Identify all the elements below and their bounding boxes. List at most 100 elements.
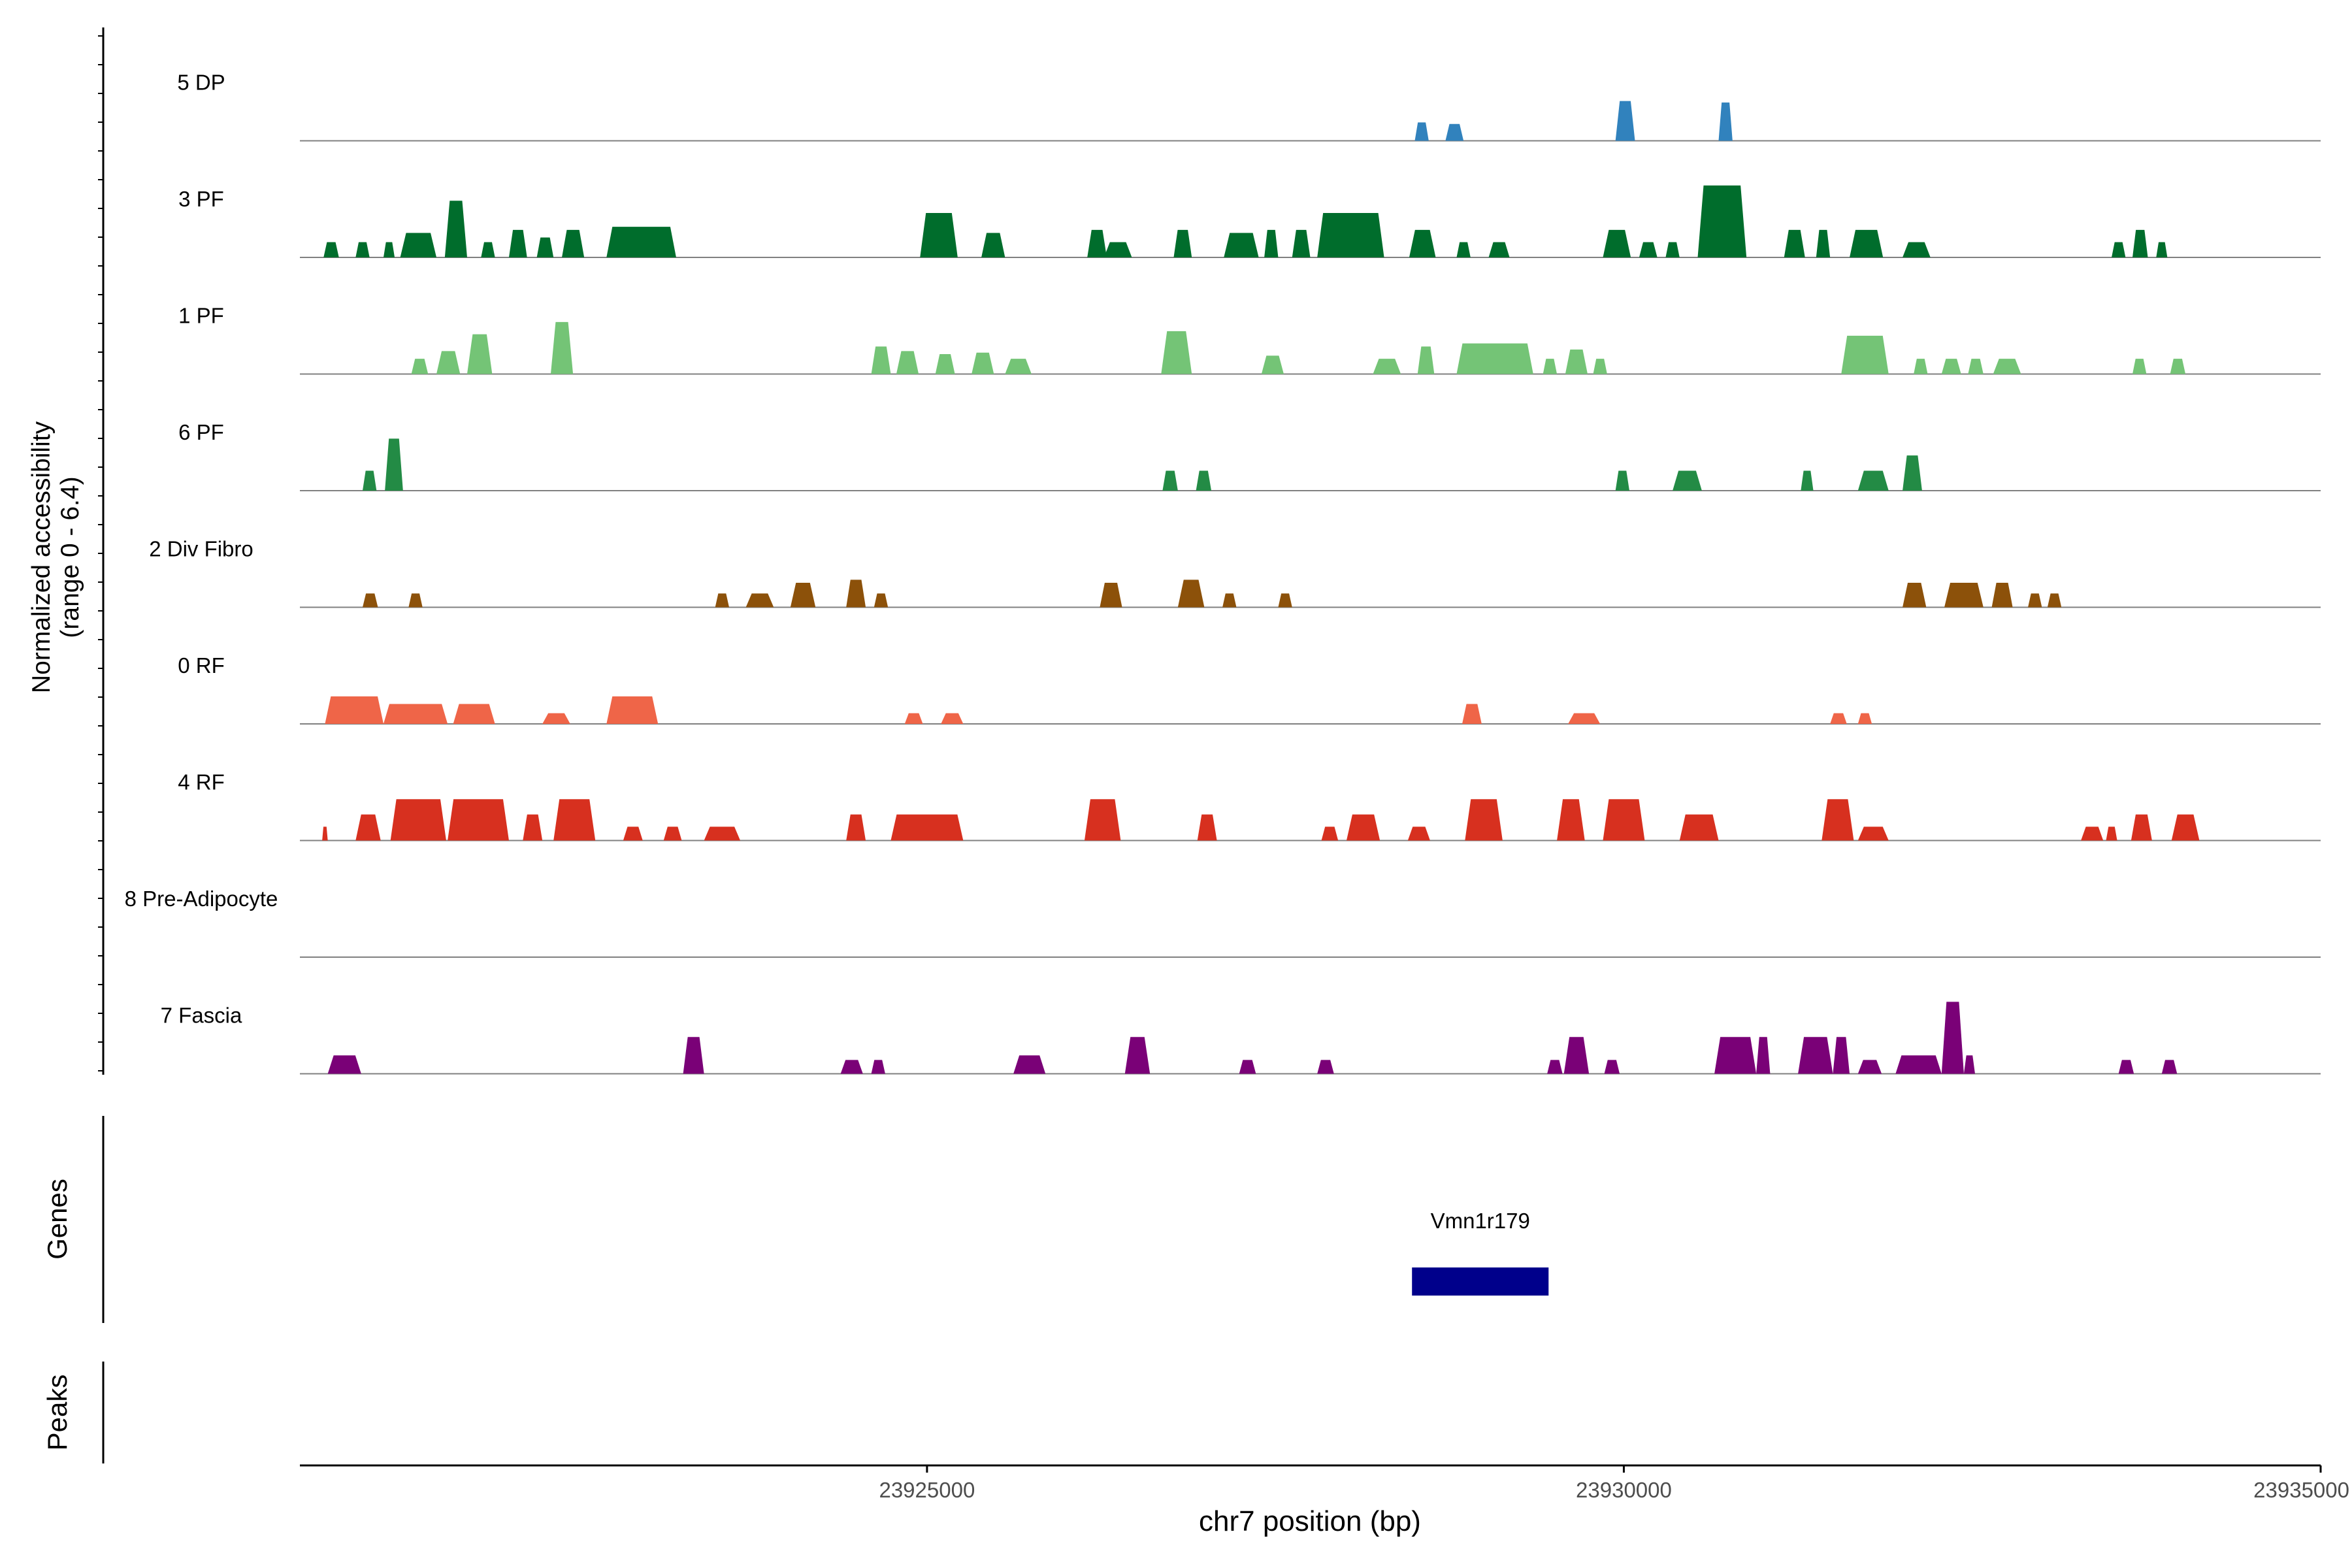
accessibility-peak (322, 826, 328, 841)
accessibility-peak (920, 213, 958, 257)
accessibility-peak (1850, 229, 1884, 257)
accessibility-peak (663, 826, 682, 841)
accessibility-peak (704, 826, 741, 841)
accessibility-peak (1903, 455, 1922, 491)
accessibility-peak (327, 1055, 361, 1074)
track-0-rf: 0 RF (178, 653, 2321, 725)
accessibility-peak (1162, 470, 1178, 491)
accessibility-peak (1565, 350, 1588, 374)
accessibility-peak (2171, 814, 2200, 841)
x-axis-label: chr7 position (bp) (1199, 1505, 1421, 1537)
accessibility-peak (1261, 355, 1284, 374)
track-4-rf: 4 RF (178, 770, 2321, 841)
accessibility-peak (1615, 101, 1635, 141)
accessibility-peak (1816, 229, 1831, 257)
accessibility-peak (1798, 1037, 1833, 1074)
accessibility-peak (1968, 359, 1984, 374)
accessibility-peak (2118, 1060, 2134, 1074)
accessibility-peak (444, 201, 467, 257)
accessibility-peak (1697, 185, 1747, 257)
accessibility-peak (362, 593, 378, 608)
accessibility-peak (745, 593, 774, 608)
accessibility-peak (715, 593, 729, 608)
accessibility-peak (1756, 1037, 1771, 1074)
accessibility-peak (2028, 593, 2042, 608)
x-tick-label: 23925000 (879, 1478, 975, 1502)
accessibility-peak (1196, 470, 1212, 491)
accessibility-peak (1013, 1055, 1046, 1074)
accessibility-peak (562, 229, 585, 257)
accessibility-peak (1665, 242, 1680, 257)
x-axis-ticks: 23925000 23930000 23935000 (879, 1465, 2349, 1502)
accessibility-peak (2170, 359, 2186, 374)
accessibility-peak (542, 713, 570, 724)
accessibility-peak (1462, 704, 1482, 724)
accessibility-peak (1543, 359, 1558, 374)
track-label: 3 PF (178, 187, 224, 211)
accessibility-peak (448, 799, 509, 841)
accessibility-peak (553, 799, 596, 841)
accessibility-peak (1417, 346, 1435, 374)
accessibility-peak (325, 696, 384, 724)
accessibility-peak (481, 242, 495, 257)
accessibility-peak (846, 580, 866, 608)
accessibility-peak (1005, 359, 1032, 374)
accessibility-peak (1993, 359, 2021, 374)
gene-label: Vmn1r179 (1431, 1209, 1530, 1233)
track-label: 8 Pre-Adipocyte (125, 887, 278, 911)
accessibility-peak (411, 359, 429, 374)
peaks-panel-label: Peaks (42, 1375, 73, 1451)
genes-panel-label: Genes (42, 1179, 73, 1260)
accessibility-peak (1784, 229, 1805, 257)
accessibility-peak (1173, 229, 1192, 257)
accessibility-peak (1714, 1037, 1757, 1074)
track-2-div-fibro: 2 Div Fibro (149, 537, 2321, 608)
accessibility-peak (1373, 359, 1401, 374)
accessibility-peak (1177, 580, 1205, 608)
accessibility-peak (385, 438, 403, 491)
accessibility-peak (1084, 799, 1121, 841)
accessibility-peak (1103, 242, 1132, 257)
accessibility-peak (1857, 713, 1872, 724)
accessibility-peak (1224, 233, 1259, 257)
accessibility-peak (846, 814, 866, 841)
track-3-pf: 3 PF (178, 185, 2321, 258)
accessibility-peak (1100, 583, 1122, 608)
accessibility-peak (1615, 470, 1629, 491)
accessibility-peak (1222, 593, 1237, 608)
accessibility-peak (1456, 343, 1533, 374)
accessibility-peak (508, 229, 527, 257)
accessibility-peak (1465, 799, 1503, 841)
accessibility-peak (1833, 1037, 1850, 1074)
accessibility-peak (383, 242, 395, 257)
gene-annotations: Vmn1r179 (1412, 1209, 1549, 1296)
accessibility-peak (2112, 242, 2126, 257)
track-label: 1 PF (178, 304, 224, 328)
x-tick-label: 23935000 (2253, 1478, 2349, 1502)
accessibility-peak (1639, 242, 1658, 257)
accessibility-peak (1941, 359, 1961, 374)
accessibility-peak (1445, 123, 1464, 141)
accessibility-peak (1841, 335, 1889, 374)
y-axis-label-line1: Normalized accessibility (27, 421, 56, 693)
accessibility-peak (1718, 102, 1733, 141)
accessibility-peak (550, 321, 574, 374)
accessibility-peak (935, 354, 955, 374)
accessibility-peak (1673, 470, 1702, 491)
accessibility-peak (623, 826, 643, 841)
accessibility-peak (453, 704, 495, 724)
track-label: 7 Fascia (161, 1004, 242, 1028)
accessibility-peak (1409, 229, 1436, 257)
accessibility-peak (1801, 470, 1814, 491)
track-label: 2 Div Fibro (149, 537, 253, 561)
accessibility-peak (1903, 583, 1927, 608)
track-label: 0 RF (178, 653, 225, 678)
accessibility-peak (790, 583, 816, 608)
accessibility-peak (890, 814, 964, 841)
accessibility-peak (1239, 1060, 1256, 1074)
accessibility-peak (2156, 242, 2168, 257)
accessibility-peak (1563, 1037, 1590, 1074)
accessibility-peak (1557, 799, 1585, 841)
accessibility-peak (523, 814, 543, 841)
accessibility-peak (1124, 1037, 1151, 1074)
